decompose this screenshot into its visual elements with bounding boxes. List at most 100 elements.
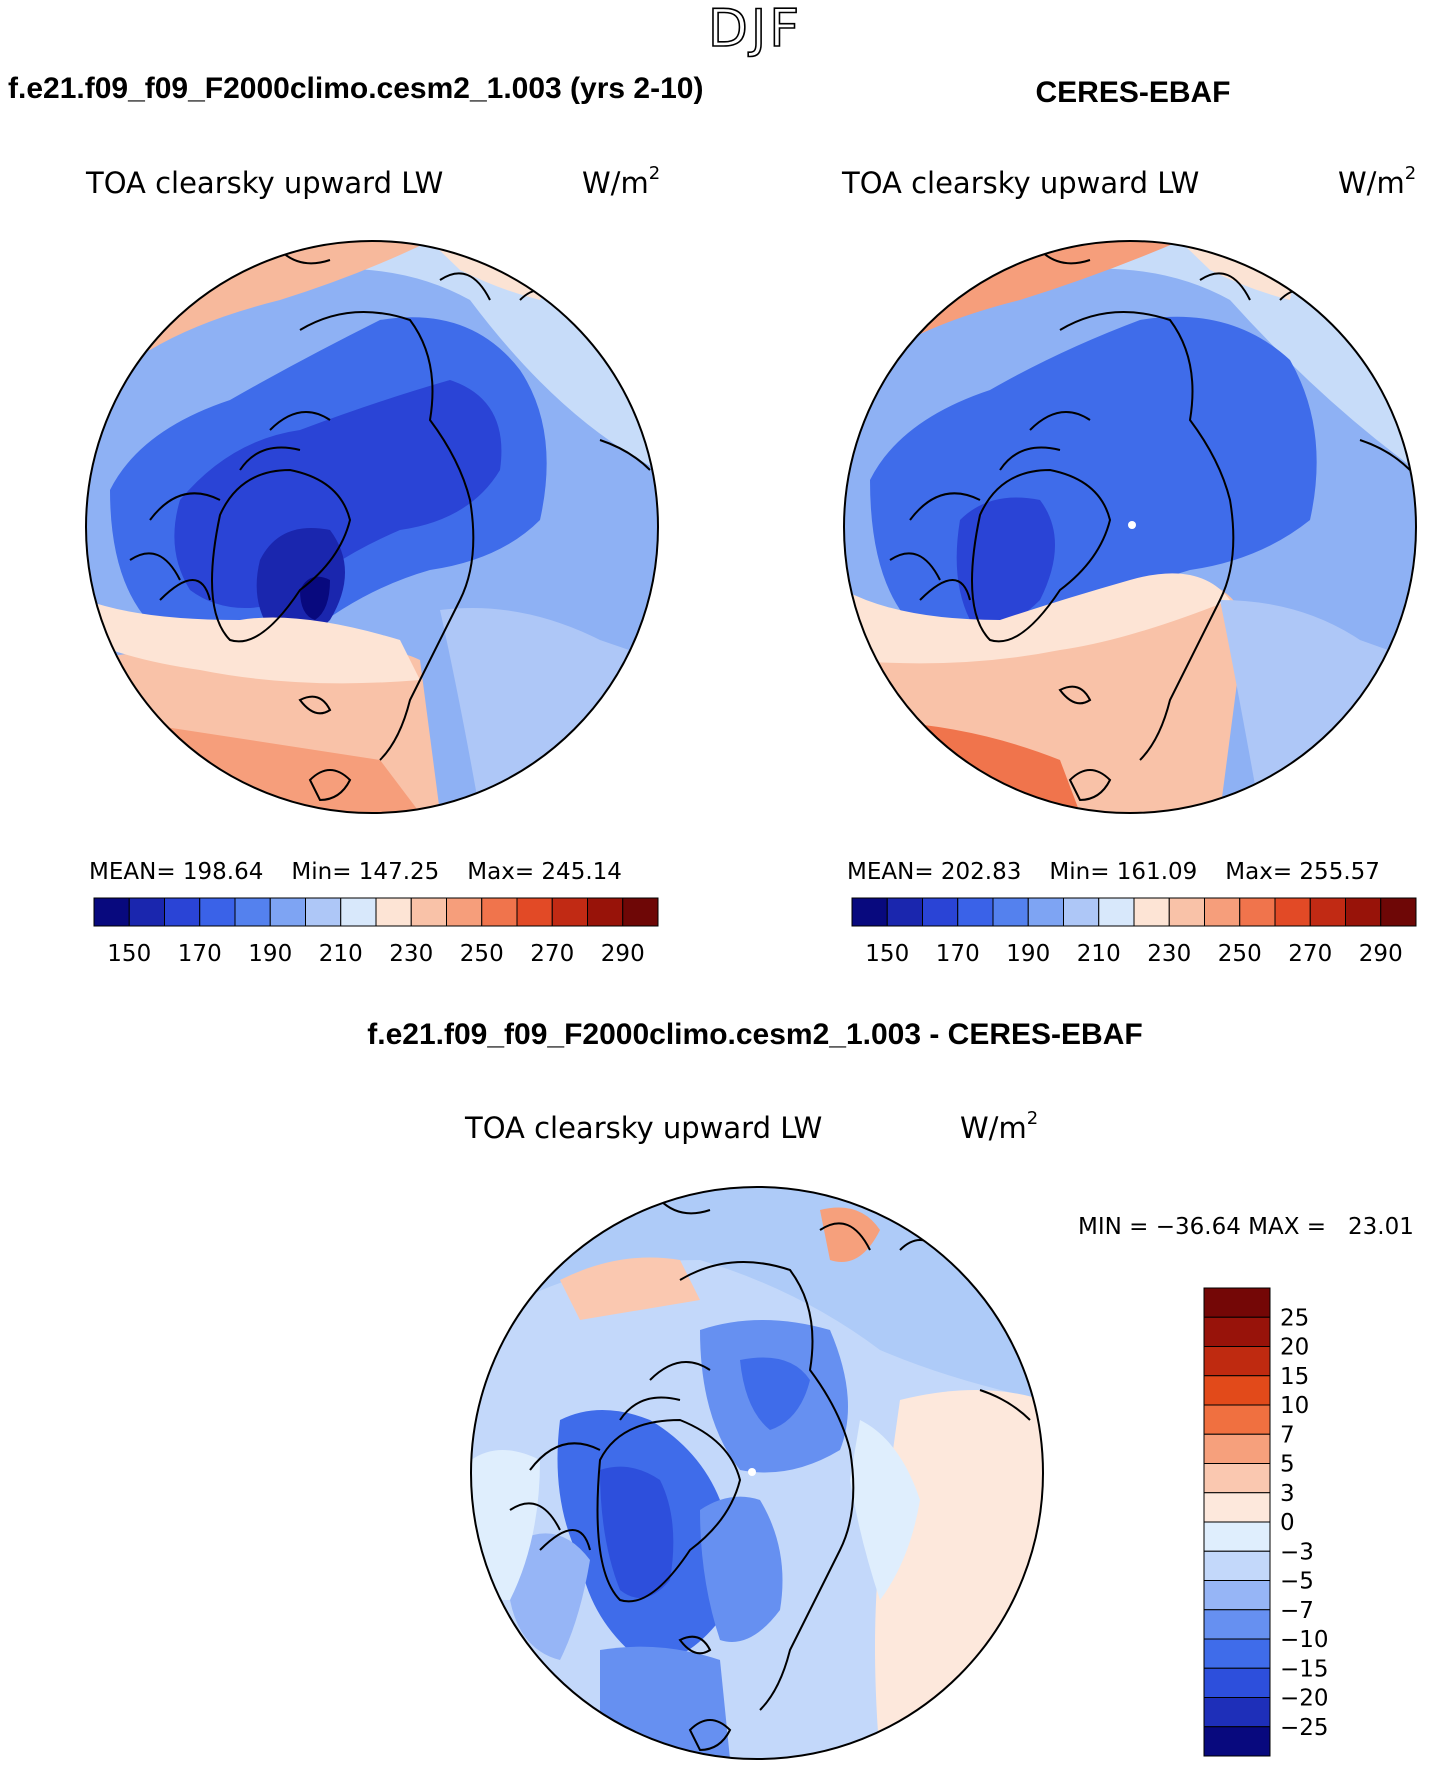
panel-model-colorbar-tick-label: 170	[178, 941, 222, 967]
panel-model-colorbar-tick-label: 250	[460, 941, 504, 967]
panel-obs-colorbar-tick-label: 250	[1218, 941, 1262, 967]
panel-model-case-title: f.e21.f09_f09_F2000climo.cesm2_1.003 (yr…	[8, 72, 703, 105]
panel-obs-colorbar-bin	[1063, 897, 1100, 927]
panel-obs-globe-outline	[843, 240, 1417, 814]
panel-model-colorbar-tick-label: 290	[601, 941, 645, 967]
panel-diff-colorbar-tick-label: −20	[1280, 1686, 1329, 1712]
panel-diff-minmax: MIN = −36.64 MAX = 23.01	[1078, 1214, 1414, 1240]
panel-diff: f.e21.f09_f09_F2000climo.cesm2_1.003 - C…	[367, 1018, 1414, 1760]
panel-obs-colorbar-bin	[922, 897, 959, 927]
panel-model-colorbar-bin	[410, 897, 447, 927]
panel-diff-colorbar-bin	[1203, 1638, 1271, 1669]
panel-obs-colorbar-tick-label: 150	[865, 941, 909, 967]
panel-obs-pole-marker	[1128, 521, 1136, 529]
panel-obs-colorbar-bin	[1133, 897, 1170, 927]
panel-model-colorbar-bin	[587, 897, 624, 927]
panel-diff-colorbar-bin	[1203, 1609, 1271, 1640]
panel-diff-variable-label: TOA clearsky upward LW	[464, 1111, 822, 1145]
season-title: DJF	[708, 0, 802, 59]
panel-diff-colorbar-tick-label: −25	[1280, 1715, 1329, 1741]
panel-diff-colorbar-bin	[1203, 1580, 1271, 1611]
panel-model-colorbar-tick-label: 190	[248, 941, 292, 967]
panel-model-colorbar-bin	[446, 897, 483, 927]
panel-diff-colorbar-bin	[1203, 1433, 1271, 1464]
panel-model-map	[86, 241, 658, 813]
panel-obs-colorbar-tick-label: 170	[936, 941, 980, 967]
panel-model-colorbar	[93, 897, 659, 927]
panel-model-colorbar-bin	[199, 897, 236, 927]
panel-diff-colorbar-ticks: 25 20 15 10 7 5 3 0 −3 −5 −7 −10 −15 −20 −25	[1280, 1305, 1329, 1741]
panel-obs-colorbar-tick-label: 190	[1006, 941, 1050, 967]
panel-diff-colorbar-tick-label: −5	[1280, 1569, 1314, 1595]
panel-diff-colorbar-bin	[1203, 1550, 1271, 1581]
panel-model-units: W/m2	[582, 163, 660, 200]
panel-diff-units: W/m2	[960, 1108, 1038, 1145]
panel-obs-colorbar-bin	[1027, 897, 1064, 927]
panel-model-colorbar-bin	[128, 897, 165, 927]
panel-model-colorbar-bin	[93, 897, 130, 927]
panel-obs-units: W/m2	[1338, 163, 1416, 200]
panel-model-colorbar-bin	[481, 897, 518, 927]
panel-diff-colorbar-tick-label: 20	[1280, 1335, 1309, 1361]
panel-obs-colorbar-bin	[851, 897, 888, 927]
panel-diff-colorbar-bin	[1203, 1697, 1271, 1728]
panel-model-variable-label: TOA clearsky upward LW	[85, 166, 443, 200]
panel-diff-colorbar-bin	[1203, 1726, 1271, 1757]
panel-diff-colorbar-tick-label: −15	[1280, 1656, 1329, 1682]
panel-model-colorbar-tick-label: 210	[319, 941, 363, 967]
panel-diff-colorbar-tick-label: 5	[1280, 1452, 1295, 1478]
panel-diff-colorbar	[1203, 1287, 1271, 1757]
panel-model-colorbar-bin	[164, 897, 201, 927]
panel-model-globe-outline	[85, 240, 659, 814]
panel-obs-colorbar	[851, 897, 1417, 927]
panel-diff-colorbar-tick-label: 25	[1280, 1305, 1309, 1331]
panel-diff-colorbar-bin	[1203, 1375, 1271, 1406]
panel-diff-colorbar-tick-label: −10	[1280, 1627, 1329, 1653]
panel-model-colorbar-bin	[340, 897, 377, 927]
panel-diff-colorbar-tick-label: 7	[1280, 1422, 1295, 1448]
panel-obs-colorbar-tick-label: 270	[1288, 941, 1332, 967]
panel-obs-colorbar-bin	[1098, 897, 1135, 927]
panel-diff-colorbar-tick-label: 10	[1280, 1393, 1309, 1419]
panel-diff-coastlines	[509, 1199, 1031, 1752]
panel-model-colorbar-tick-label: 230	[389, 941, 433, 967]
panel-obs-colorbar-bin	[1380, 897, 1417, 927]
panel-model-colorbar-tick-label: 270	[530, 941, 574, 967]
panel-obs-colorbar-tick-label: 210	[1077, 941, 1121, 967]
panel-diff-case-title: f.e21.f09_f09_F2000climo.cesm2_1.003 - C…	[367, 1018, 1142, 1051]
panel-obs-colorbar-bin	[886, 897, 923, 927]
panel-obs-colorbar-bin	[1168, 897, 1205, 927]
panel-obs-colorbar-bin	[1309, 897, 1346, 927]
panel-model-stats: MEAN= 198.64 Min= 147.25 Max= 245.14	[89, 859, 622, 885]
panel-obs-colorbar-bin	[1239, 897, 1276, 927]
panel-obs-colorbar-bin	[957, 897, 994, 927]
panel-obs-colorbar-bin	[992, 897, 1029, 927]
panel-model-colorbar-bin	[269, 897, 306, 927]
panel-obs-colorbar-bin	[1204, 897, 1241, 927]
panel-diff-globe-outline	[470, 1186, 1044, 1760]
panel-model-colorbar-bin	[305, 897, 342, 927]
panel-model-colorbar-bin	[622, 897, 659, 927]
panel-obs: CERES-EBAF TOA clearsky upward LW W/m2	[841, 76, 1417, 967]
panel-obs-colorbar-tick-label: 230	[1147, 941, 1191, 967]
panel-diff-colorbar-bin	[1203, 1346, 1271, 1377]
panel-diff-colorbar-tick-label: −3	[1280, 1539, 1314, 1565]
panel-obs-colorbar-ticks: 150 170 190 210 230 250 270 290	[865, 941, 1402, 967]
panel-obs-stats: MEAN= 202.83 Min= 161.09 Max= 255.57	[847, 859, 1380, 885]
panel-model: f.e21.f09_f09_F2000climo.cesm2_1.003 (yr…	[8, 72, 703, 967]
panel-model-colorbar-ticks: 150 170 190 210 230 250 270 290	[107, 941, 644, 967]
panel-obs-colorbar-bin	[1345, 897, 1382, 927]
panel-diff-colorbar-bin	[1203, 1521, 1271, 1552]
panel-diff-colorbar-tick-label: 0	[1280, 1510, 1295, 1536]
panel-diff-colorbar-bin	[1203, 1492, 1271, 1523]
panel-obs-case-title: CERES-EBAF	[1035, 76, 1230, 109]
panel-obs-colorbar-tick-label: 290	[1359, 941, 1403, 967]
panel-model-colorbar-tick-label: 150	[107, 941, 151, 967]
panel-model-colorbar-bin	[375, 897, 412, 927]
panel-model-colorbar-bin	[234, 897, 271, 927]
panel-diff-colorbar-bin	[1203, 1404, 1271, 1435]
panel-obs-colorbar-bin	[1274, 897, 1311, 927]
panel-model-colorbar-bin	[551, 897, 588, 927]
panel-diff-colorbar-bin	[1203, 1287, 1271, 1318]
